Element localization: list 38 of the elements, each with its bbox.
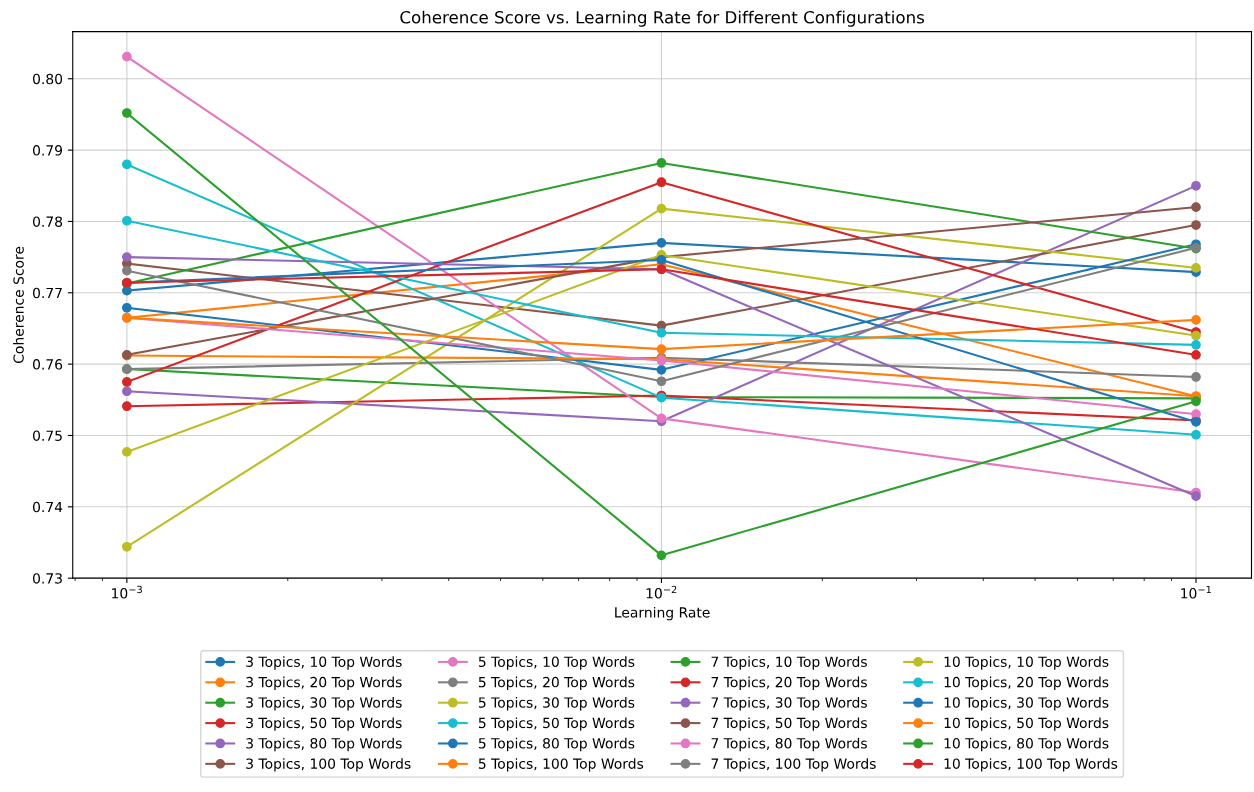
legend-label: 3 Topics, 80 Top Words	[246, 737, 402, 752]
legend-label: 3 Topics, 50 Top Words	[246, 717, 402, 731]
legend-label: 5 Topics, 80 Top Words	[478, 737, 635, 752]
y-tick-label: 0.73	[33, 573, 62, 584]
legend-label: 10 Topics, 100 Top Words	[944, 758, 1118, 772]
y-tick-label: 0.77	[33, 287, 62, 299]
legend-label: 7 Topics, 20 Top Words	[711, 676, 867, 691]
x-tick-label: 10$^{−2}$	[646, 585, 677, 599]
x-tick-label: 10$^{−1}$	[1181, 585, 1211, 599]
legend-label: 7 Topics, 10 Top Words	[711, 656, 867, 670]
x-axis-title: Learning Rate	[615, 606, 710, 621]
y-axis-title: Coherence Score	[13, 246, 24, 364]
legend-label: 3 Topics, 100 Top Words	[246, 758, 411, 772]
legend-label: 3 Topics, 30 Top Words	[246, 697, 402, 711]
x-tick-label: 10$^{−3}$	[112, 585, 142, 599]
legend-label: 10 Topics, 80 Top Words	[944, 737, 1109, 752]
chart-title: Coherence Score vs. Learning Rate for Different Configurations	[400, 10, 925, 27]
legend-label: 7 Topics, 80 Top Words	[711, 737, 867, 752]
legend-label: 5 Topics, 100 Top Words	[478, 758, 644, 772]
legend-label: 7 Topics, 50 Top Words	[711, 717, 867, 731]
legend-label: 3 Topics, 20 Top Words	[246, 676, 402, 691]
legend-label: 3 Topics, 10 Top Words	[246, 656, 402, 670]
y-tick-label: 0.74	[33, 501, 63, 513]
y-tick-label: 0.80	[33, 73, 63, 85]
legend-label: 5 Topics, 50 Top Words	[478, 717, 635, 731]
legend-label: 5 Topics, 20 Top Words	[478, 676, 635, 691]
legend-label: 7 Topics, 30 Top Words	[711, 697, 867, 711]
y-tick-label: 0.76	[33, 359, 63, 370]
y-tick-label: 0.75	[33, 430, 62, 441]
legend-label: 10 Topics, 10 Top Words	[944, 656, 1109, 670]
legend-label: 10 Topics, 50 Top Words	[944, 717, 1109, 731]
legend-label: 10 Topics, 20 Top Words	[944, 676, 1109, 691]
legend-label: 10 Topics, 30 Top Words	[944, 697, 1109, 711]
y-tick-label: 0.79	[33, 145, 63, 156]
y-tick-label: 0.78	[33, 216, 63, 227]
legend-label: 5 Topics, 30 Top Words	[478, 697, 635, 711]
legend-label: 7 Topics, 100 Top Words	[711, 758, 876, 772]
legend-label: 5 Topics, 10 Top Words	[478, 656, 635, 670]
